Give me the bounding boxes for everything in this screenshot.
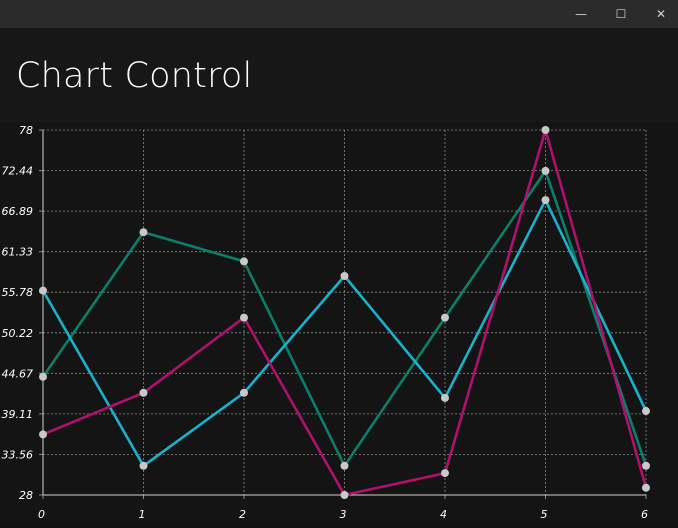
page-header <box>0 28 678 122</box>
y-tick-label: 33.56 <box>2 448 34 461</box>
x-tick-label: 0 <box>38 508 45 521</box>
data-point-series-1 <box>340 461 349 470</box>
y-tick-label: 72.44 <box>2 165 34 178</box>
x-tick-label: 2 <box>239 508 246 521</box>
data-point-series-2 <box>139 461 148 470</box>
data-point-series-1 <box>39 372 47 381</box>
minimize-icon[interactable]: — <box>575 7 587 21</box>
close-icon[interactable]: ✕ <box>655 7 667 21</box>
data-point-series-1 <box>441 313 449 322</box>
data-point-series-2 <box>340 272 349 280</box>
y-tick-label: 39.11 <box>2 408 34 421</box>
data-point-series-1 <box>642 461 650 470</box>
data-point-series-1 <box>139 228 148 237</box>
x-tick-label: 1 <box>139 508 146 521</box>
data-point-series-3 <box>441 469 449 478</box>
title-bar: — ☐ ✕ <box>0 0 678 28</box>
y-tick-label: 66.89 <box>2 205 34 218</box>
x-tick-label: 4 <box>440 508 447 521</box>
y-tick-label: 78 <box>19 124 33 137</box>
x-tick-label: 6 <box>641 508 648 521</box>
x-tick-label: 3 <box>340 508 347 521</box>
data-point-series-3 <box>39 430 47 439</box>
data-point-series-2 <box>441 393 449 402</box>
data-point-series-3 <box>240 313 248 322</box>
data-point-series-2 <box>39 286 47 295</box>
y-tick-label: 50.22 <box>2 327 34 340</box>
data-point-series-3 <box>139 388 148 397</box>
maximize-icon[interactable]: ☐ <box>615 7 627 21</box>
chart-canvas: 28 33.56 39.11 44.67 50.22 55.78 61.33 66.89 72.… <box>2 124 650 521</box>
y-tick-label: 28 <box>19 489 33 502</box>
data-point-series-3 <box>541 126 550 134</box>
data-point-series-3 <box>340 491 349 499</box>
series-line-3 <box>42 125 648 497</box>
data-point-series-2 <box>642 407 650 416</box>
data-point-series-2 <box>240 388 248 397</box>
data-point-series-1 <box>541 166 550 175</box>
y-tick-label: 55.78 <box>2 286 34 299</box>
data-point-series-2 <box>541 196 550 205</box>
data-point-series-1 <box>240 257 248 266</box>
y-tick-label: 61.33 <box>2 246 34 259</box>
data-point-series-3 <box>642 483 650 492</box>
line-chart: 28 33.56 39.11 44.67 50.22 55.78 61.33 66.89 72.… <box>0 122 678 524</box>
x-tick-label: 5 <box>541 508 548 521</box>
page-title: Chart Control <box>16 56 253 96</box>
y-tick-label: 44.67 <box>2 367 34 380</box>
